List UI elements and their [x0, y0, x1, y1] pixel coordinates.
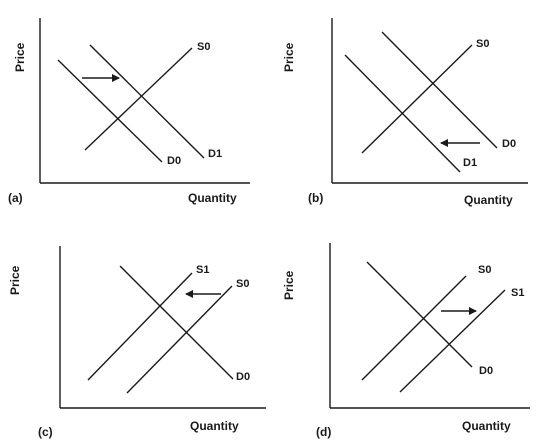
panel-a-label-D1: D1 [208, 148, 222, 160]
panel-d-label-S0: S0 [478, 264, 491, 276]
panel-a-x-label: Quantity [188, 191, 237, 205]
panel-a-label-D0: D0 [167, 155, 181, 167]
panel-b: S0 D0 D1 Price Quantity (b) [282, 18, 528, 207]
panel-a-label-S0: S0 [197, 41, 210, 53]
panel-d-panel-label: (d) [316, 425, 331, 439]
panel-a-curve-D0 [57, 59, 163, 163]
panel-d-x-label: Quantity [462, 419, 511, 433]
panel-a: S0 D0 D1 Price Quantity (a) [8, 18, 250, 205]
panel-c-panel-label: (c) [38, 425, 53, 439]
panel-b-curve-D1 [344, 54, 461, 173]
panel-d-curve-S1 [399, 289, 506, 393]
panel-b-label-D1: D1 [463, 157, 477, 169]
panel-b-label-S0: S0 [476, 38, 489, 50]
panel-d-label-D0: D0 [479, 365, 493, 377]
panel-c: S1 S0 D0 Price Quantity (c) [8, 246, 266, 439]
panel-b-y-label: Price [282, 42, 296, 72]
panel-c-curve-S1 [87, 272, 193, 381]
panel-a-panel-label: (a) [8, 191, 23, 205]
panel-b-x-label: Quantity [464, 193, 513, 207]
panel-d: S0 S1 D0 Price Quantity (d) [282, 243, 530, 439]
panel-c-curve-D0 [119, 265, 234, 380]
panel-c-curve-S0 [126, 285, 233, 394]
panel-d-y-label: Price [282, 270, 296, 300]
panel-b-curve-D0 [381, 31, 498, 149]
panel-a-curve-S0 [84, 47, 193, 151]
panel-d-curve-D0 [366, 261, 473, 368]
panel-c-y-label: Price [8, 265, 22, 295]
panel-c-label-S0: S0 [236, 278, 249, 290]
panel-d-curve-S0 [361, 275, 467, 381]
panel-b-label-D0: D0 [502, 138, 516, 150]
panel-c-x-label: Quantity [190, 419, 239, 433]
panel-c-label-S1: S1 [196, 264, 209, 276]
panel-c-label-D0: D0 [236, 371, 250, 383]
panel-b-curve-S0 [361, 44, 473, 154]
panel-a-y-label: Price [13, 42, 27, 72]
panel-d-label-S1: S1 [511, 287, 524, 299]
panel-a-curve-D1 [89, 44, 205, 159]
panel-b-panel-label: (b) [308, 191, 323, 205]
